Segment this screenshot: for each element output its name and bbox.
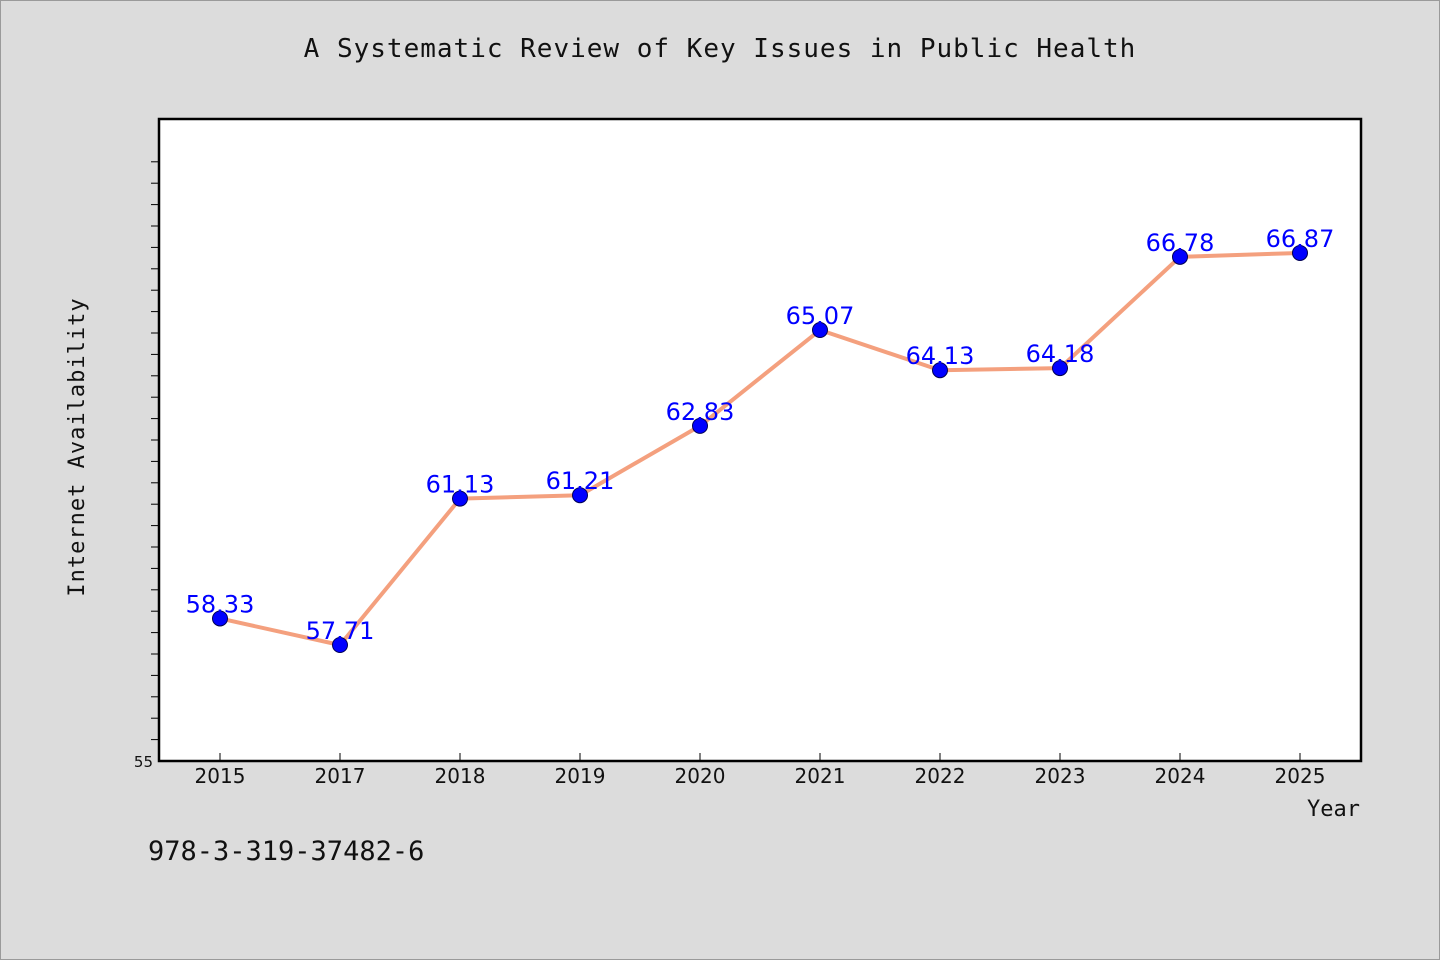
data-point	[932, 362, 948, 379]
x-tick-label: 2022	[915, 764, 966, 788]
data-label: 61.13	[426, 471, 495, 499]
x-tick-label: 2025	[1275, 764, 1326, 788]
data-label: 65.07	[786, 302, 855, 330]
data-label: 58.33	[186, 590, 255, 618]
data-label: 61.21	[546, 467, 615, 495]
plot-area	[157, 117, 1363, 763]
data-point	[1052, 360, 1068, 377]
y-tick-label: 55	[134, 753, 153, 771]
y-axis-label: Internet Availability	[65, 297, 90, 596]
data-point	[1292, 244, 1308, 261]
x-tick-label: 2020	[675, 764, 726, 788]
data-label: 64.18	[1026, 340, 1095, 368]
isbn-text: 978-3-319-37482-6	[148, 836, 425, 867]
data-label: 66.78	[1146, 229, 1215, 257]
x-tick-label: 2018	[435, 764, 486, 788]
data-point	[812, 322, 828, 339]
x-tick-label: 2024	[1155, 764, 1206, 788]
y-axis-ticks: 55	[134, 161, 159, 771]
data-point	[332, 637, 348, 654]
x-tick-label: 2021	[795, 764, 846, 788]
data-label: 64.13	[906, 342, 975, 370]
data-label: 66.87	[1266, 225, 1335, 253]
chart-title: A Systematic Review of Key Issues in Pub…	[303, 34, 1137, 64]
x-tick-label: 2017	[315, 764, 366, 788]
x-tick-label: 2015	[195, 764, 246, 788]
data-point	[692, 417, 708, 434]
data-label: 57.71	[306, 617, 375, 645]
data-point	[572, 487, 588, 504]
series-layer	[212, 244, 1308, 654]
data-labels: 58.33 57.71 61.13 61.21 62.83 65.07 64.13 64.18…	[186, 225, 1335, 645]
series-line	[218, 250, 1302, 648]
x-axis-ticks: 2015 2017 2018 2019 2020 2021 2022 2023 2024 2025	[195, 753, 1326, 788]
data-point	[212, 610, 228, 627]
x-tick-label: 2023	[1035, 764, 1086, 788]
data-point	[1172, 248, 1188, 265]
x-axis-label: Year	[1307, 797, 1360, 822]
data-label: 62.83	[666, 398, 735, 426]
data-point	[452, 490, 468, 507]
x-tick-label: 2019	[555, 764, 606, 788]
